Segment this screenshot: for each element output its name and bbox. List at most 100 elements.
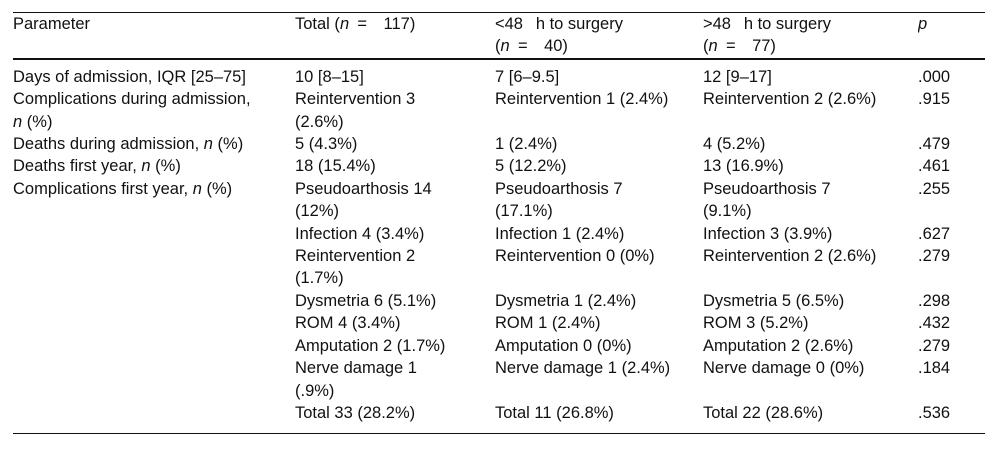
gt48-cell: Dysmetria 5 (6.5%) [703,291,845,310]
table-row-deaths-during-admission: Deaths during admission, n (%) 5 (4.3%) … [13,133,985,155]
param-n-italic: n [203,135,213,154]
param-cell [13,290,295,312]
table-row-deaths-first-year: Deaths first year, n (%) 18 (15.4%) 5 (1… [13,155,985,177]
param-n-italic: n [13,112,23,131]
header-label: <48 h to surgery ( [495,15,623,56]
total-cell: 5 (4.3%) [295,135,358,154]
param-label: (%) [201,179,233,198]
param-label: Deaths first year, [13,157,142,176]
param-cell [13,401,295,435]
lt48-cell: ROM 1 (2.4%) [495,314,601,333]
paper-table-page: Parameter Total (n = 117) <48 h to surge… [0,11,1000,451]
table-header: Parameter Total (n = 117) <48 h to surge… [13,11,985,60]
table-row-complications-during-admission: Complications during admission, n (%) Re… [13,88,985,133]
header-label: Total ( [295,15,340,33]
gt48-cell: ROM 3 (5.2%) [703,314,809,333]
table-body: Days of admission, IQR [25–75] 10 [8–15]… [13,59,985,435]
param-cell [13,357,295,402]
lt48-cell: 1 (2.4%) [495,135,558,154]
p-value-cell: .255 [918,179,951,198]
lt48-cell: Nerve damage 1 (2.4%) [495,359,671,378]
param-n-italic: n [141,157,151,176]
gt48-cell: Infection 3 (3.9%) [703,224,833,243]
gt48-cell: 4 (5.2%) [703,135,766,154]
gt48-cell: Reintervention 2 (2.6%) [703,90,877,109]
lt48-cell: Reintervention 0 (0%) [495,247,655,266]
p-value-cell: .479 [918,135,951,154]
total-cell: Infection 4 (3.4%) [295,224,425,243]
table-row-days-of-admission: Days of admission, IQR [25–75] 10 [8–15]… [13,59,985,88]
param-cell: Complications during admission, n (%) [13,88,295,133]
param-cell [13,245,295,290]
param-label: Complications first year, [13,179,193,198]
total-cell: Dysmetria 6 (5.1%) [295,291,437,310]
lt48-cell: Infection 1 (2.4%) [495,224,625,243]
total-cell: 18 (15.4%) [295,157,376,176]
header-label: >48 h to surgery ( [703,15,831,56]
header-n-italic: n [500,37,510,56]
p-value-cell: .279 [918,336,951,355]
param-label: Deaths during admission, [13,135,204,154]
param-cell: Complications first year, n (%) [13,178,295,223]
param-cell [13,335,295,357]
lt48-cell: Total 11 (26.8%) [495,401,703,435]
lt48-cell: 7 [6–9.5] [495,67,560,86]
table-row-reintervention: Reintervention 2 (1.7%) Reintervention 0… [13,245,985,290]
param-label: (%) [212,135,244,154]
gt48-cell: 12 [9–17] [703,67,772,86]
p-value-cell: .279 [918,247,951,266]
results-table: Parameter Total (n = 117) <48 h to surge… [13,11,985,435]
param-cell [13,312,295,334]
header-row: Parameter Total (n = 117) <48 h to surge… [13,11,985,60]
param-label: (%) [150,157,181,176]
header-n-italic: n [339,15,350,33]
p-value-cell: .536 [918,401,985,435]
param-cell [13,223,295,245]
param-n-italic: n [192,179,202,198]
total-cell: ROM 4 (3.4%) [295,314,401,333]
param-label: Days of admission, IQR [25–75] [13,67,246,86]
param-cell: Deaths during admission, n (%) [13,133,295,155]
col-header-p: p [918,11,985,60]
total-cell: 10 [8–15] [295,67,364,86]
gt48-cell: Reintervention 2 (2.6%) [703,247,877,266]
p-value-cell: .000 [918,67,951,86]
gt48-cell: 13 (16.9%) [703,157,784,176]
p-value-cell: .461 [918,157,951,176]
param-cell: Days of admission, IQR [25–75] [13,59,295,88]
table-row-complications-first-year-pseudoarthosis: Complications first year, n (%) Pseudoar… [13,178,985,223]
lt48-cell: Amputation 0 (0%) [495,336,632,355]
total-cell: Reintervention 3 (2.6%) [295,90,416,131]
total-cell: Nerve damage 1 (.9%) [295,359,417,400]
header-label: = 77) [717,37,776,56]
total-cell: Amputation 2 (1.7%) [295,336,446,355]
lt48-cell: Reintervention 1 (2.4%) [495,90,669,109]
p-value-cell: .432 [918,314,951,333]
gt48-cell: Nerve damage 0 (0%) [703,359,865,378]
table-row-amputation: Amputation 2 (1.7%) Amputation 0 (0%) Am… [13,335,985,357]
p-value-cell: .915 [918,90,951,109]
lt48-cell: 5 (12.2%) [495,157,567,176]
lt48-cell: Pseudoarthosis 7 (17.1%) [495,179,623,221]
col-header-total: Total (n = 117) [295,11,495,60]
header-label: = 40) [509,37,568,56]
total-cell: Pseudoarthosis 14 (12%) [295,179,432,221]
table-row-rom: ROM 4 (3.4%) ROM 1 (2.4%) ROM 3 (5.2%) .… [13,312,985,334]
param-cell: Deaths first year, n (%) [13,155,295,177]
col-header-gt48: >48 h to surgery (n = 77) [703,11,918,60]
param-label: (%) [22,112,53,131]
table-row-nerve-damage: Nerve damage 1 (.9%) Nerve damage 1 (2.4… [13,357,985,402]
table-row-total-complications: Total 33 (28.2%) Total 11 (26.8%) Total … [13,401,985,435]
p-value-cell: .298 [918,291,951,310]
total-cell: Total 33 (28.2%) [295,401,495,435]
gt48-cell: Total 22 (28.6%) [703,401,918,435]
p-value-cell: .627 [918,224,951,243]
table-row-infection: Infection 4 (3.4%) Infection 1 (2.4%) In… [13,223,985,245]
param-label: Complications during admission, [13,90,251,109]
p-value-cell: .184 [918,359,951,378]
col-header-parameter: Parameter [13,11,295,60]
header-label: = 117) [349,15,416,33]
header-n-italic: n [708,37,718,56]
gt48-cell: Amputation 2 (2.6%) [703,336,854,355]
col-header-lt48: <48 h to surgery (n = 40) [495,11,703,60]
